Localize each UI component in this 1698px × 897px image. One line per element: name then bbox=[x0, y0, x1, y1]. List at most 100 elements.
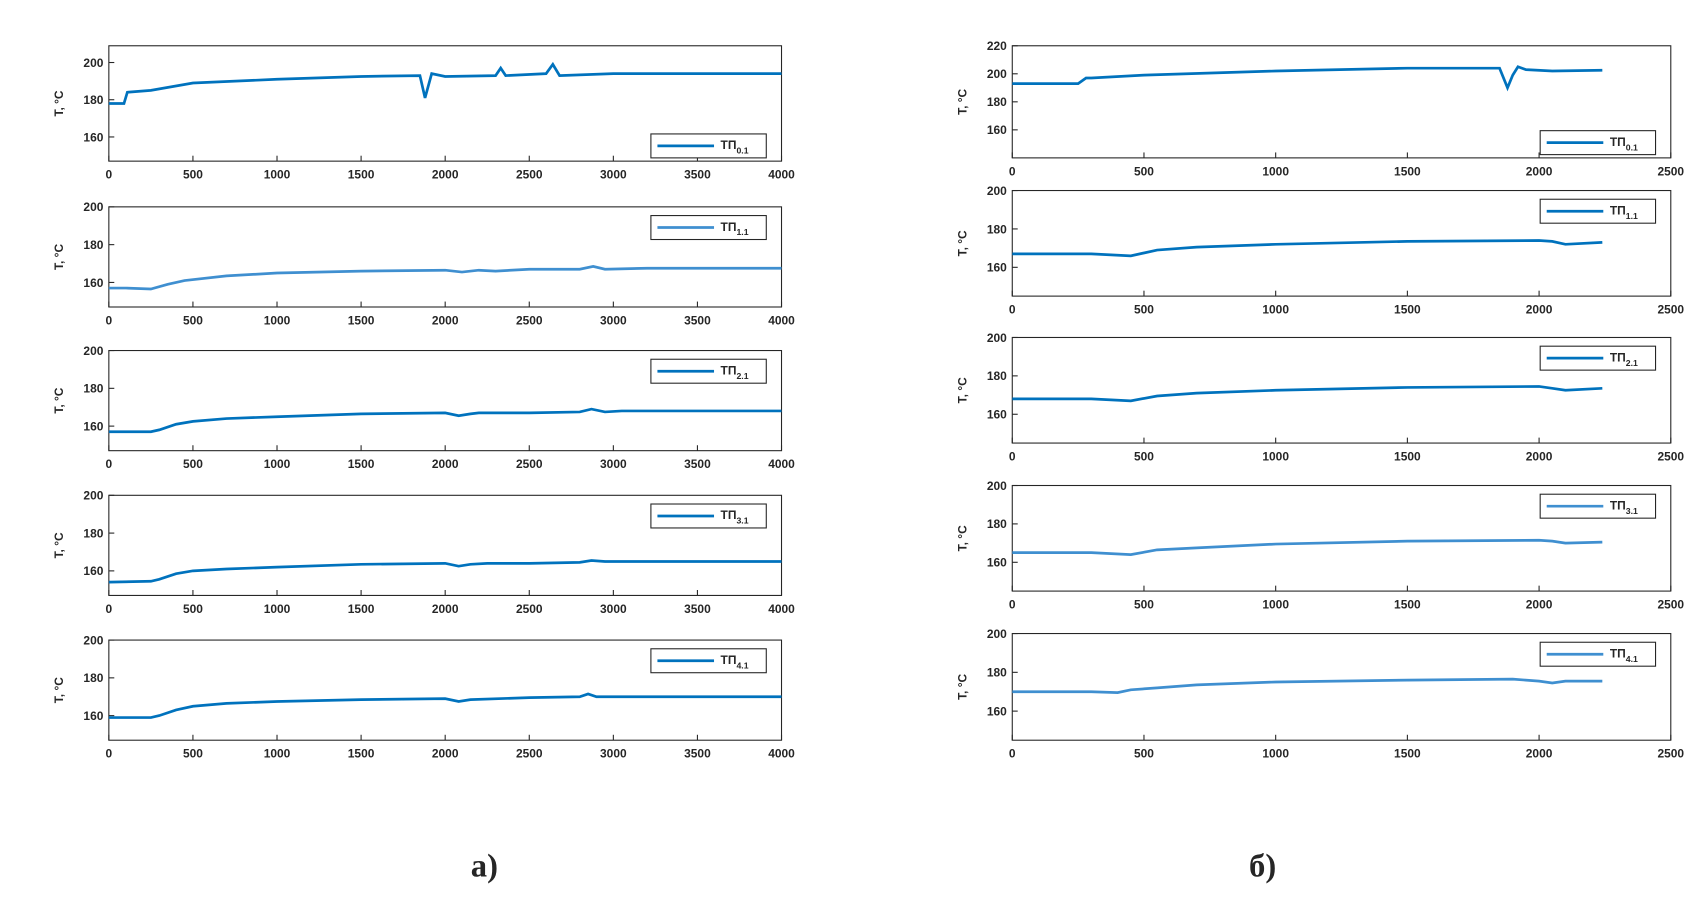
x-tick-label: 1000 bbox=[1262, 747, 1289, 761]
legend-name: ТП bbox=[1610, 203, 1626, 217]
data-line bbox=[1012, 677, 1603, 695]
legend-label: ТП3.1 bbox=[721, 508, 749, 525]
x-tick-label: 500 bbox=[1134, 303, 1154, 317]
y-tick-label: 180 bbox=[987, 222, 1007, 236]
x-tick-label: 500 bbox=[1134, 449, 1154, 463]
x-tick-label: 1500 bbox=[348, 747, 375, 761]
x-tick-label: 2000 bbox=[432, 602, 459, 616]
x-tick-label: 1000 bbox=[1262, 164, 1289, 178]
x-tick-label: 1000 bbox=[1262, 303, 1289, 317]
x-tick-label: 3000 bbox=[600, 602, 627, 616]
legend-label: ТП0.1 bbox=[721, 138, 749, 155]
x-tick-label: 1500 bbox=[1394, 449, 1421, 463]
y-axis-label: T, °C bbox=[956, 230, 970, 256]
legend-subscript: 2.1 bbox=[736, 371, 748, 381]
x-tick-label: 500 bbox=[1134, 164, 1154, 178]
y-tick-label: 200 bbox=[987, 331, 1007, 345]
y-axis-label: T, °C bbox=[52, 90, 66, 116]
x-tick-label: 2000 bbox=[432, 313, 459, 327]
y-tick-label: 160 bbox=[83, 709, 103, 723]
caption: а) bbox=[471, 848, 498, 884]
legend-label: ТП1.1 bbox=[721, 220, 749, 237]
caption: б) bbox=[1249, 848, 1276, 884]
legend-name: ТП bbox=[1610, 135, 1626, 149]
x-tick-label: 4000 bbox=[768, 313, 795, 327]
legend-name: ТП bbox=[1610, 646, 1626, 660]
x-tick-label: 1000 bbox=[264, 747, 291, 761]
x-tick-label: 1500 bbox=[1394, 164, 1421, 178]
x-tick-label: 0 bbox=[106, 168, 113, 182]
x-tick-label: 500 bbox=[183, 747, 203, 761]
x-tick-label: 3500 bbox=[684, 457, 711, 471]
y-tick-label: 200 bbox=[987, 184, 1007, 198]
y-tick-label: 180 bbox=[83, 93, 103, 107]
x-tick-label: 0 bbox=[106, 747, 113, 761]
x-tick-label: 4000 bbox=[768, 457, 795, 471]
y-tick-label: 160 bbox=[987, 408, 1007, 422]
legend-subscript: 1.1 bbox=[736, 227, 748, 237]
legend-name: ТП bbox=[721, 220, 737, 234]
data-line bbox=[108, 559, 782, 584]
legend-label: ТП0.1 bbox=[1610, 135, 1638, 152]
x-tick-label: 1000 bbox=[264, 457, 291, 471]
data-line bbox=[108, 692, 782, 719]
x-tick-label: 1000 bbox=[264, 313, 291, 327]
y-tick-label: 160 bbox=[987, 704, 1007, 718]
x-tick-label: 2500 bbox=[1657, 747, 1684, 761]
x-tick-label: 0 bbox=[106, 602, 113, 616]
legend-subscript: 0.1 bbox=[736, 146, 748, 156]
legend-name: ТП bbox=[721, 653, 737, 667]
legend-name: ТП bbox=[1610, 350, 1626, 364]
data-line bbox=[108, 61, 782, 105]
y-tick-label: 200 bbox=[83, 489, 103, 503]
y-tick-label: 180 bbox=[83, 238, 103, 252]
y-axis-label: T, °C bbox=[52, 244, 66, 270]
y-tick-label: 180 bbox=[83, 382, 103, 396]
legend-subscript: 1.1 bbox=[1626, 211, 1638, 221]
x-tick-label: 2500 bbox=[1657, 598, 1684, 612]
x-tick-label: 2000 bbox=[1526, 303, 1553, 317]
x-tick-label: 3500 bbox=[684, 168, 711, 182]
x-tick-label: 3500 bbox=[684, 747, 711, 761]
data-line bbox=[1012, 65, 1603, 92]
x-tick-label: 0 bbox=[1009, 303, 1016, 317]
y-axis-label: T, °C bbox=[956, 673, 970, 699]
x-tick-label: 500 bbox=[1134, 598, 1154, 612]
y-axis-label: T, °C bbox=[52, 387, 66, 413]
y-tick-label: 160 bbox=[83, 564, 103, 578]
y-axis-label: T, °C bbox=[956, 88, 970, 114]
y-tick-label: 200 bbox=[987, 627, 1007, 641]
y-tick-label: 160 bbox=[987, 261, 1007, 275]
legend-subscript: 4.1 bbox=[1626, 654, 1638, 664]
x-tick-label: 500 bbox=[183, 168, 203, 182]
legend-name: ТП bbox=[1610, 498, 1626, 512]
x-tick-label: 2500 bbox=[516, 313, 543, 327]
x-tick-label: 1500 bbox=[348, 457, 375, 471]
y-tick-label: 180 bbox=[83, 671, 103, 685]
legend-label: ТП4.1 bbox=[721, 653, 749, 670]
legend-label: ТП3.1 bbox=[1610, 498, 1638, 515]
x-tick-label: 2000 bbox=[1526, 598, 1553, 612]
y-tick-label: 180 bbox=[987, 95, 1007, 109]
x-tick-label: 3000 bbox=[600, 313, 627, 327]
data-line bbox=[1012, 239, 1603, 258]
y-axis-label: T, °C bbox=[52, 677, 66, 703]
x-tick-label: 500 bbox=[1134, 747, 1154, 761]
x-tick-label: 0 bbox=[106, 313, 113, 327]
legend-name: ТП bbox=[721, 363, 737, 377]
x-tick-label: 4000 bbox=[768, 168, 795, 182]
x-tick-label: 0 bbox=[1009, 747, 1016, 761]
x-tick-label: 0 bbox=[1009, 164, 1016, 178]
x-tick-label: 500 bbox=[183, 602, 203, 616]
y-tick-label: 180 bbox=[987, 517, 1007, 531]
x-tick-label: 3000 bbox=[600, 457, 627, 471]
y-tick-label: 220 bbox=[987, 39, 1007, 53]
x-tick-label: 1500 bbox=[348, 168, 375, 182]
x-tick-label: 1500 bbox=[1394, 598, 1421, 612]
x-tick-label: 500 bbox=[183, 313, 203, 327]
x-tick-label: 2500 bbox=[516, 747, 543, 761]
y-tick-label: 160 bbox=[83, 276, 103, 290]
x-tick-label: 2000 bbox=[1526, 164, 1553, 178]
x-tick-label: 3000 bbox=[600, 168, 627, 182]
y-tick-label: 200 bbox=[83, 200, 103, 214]
